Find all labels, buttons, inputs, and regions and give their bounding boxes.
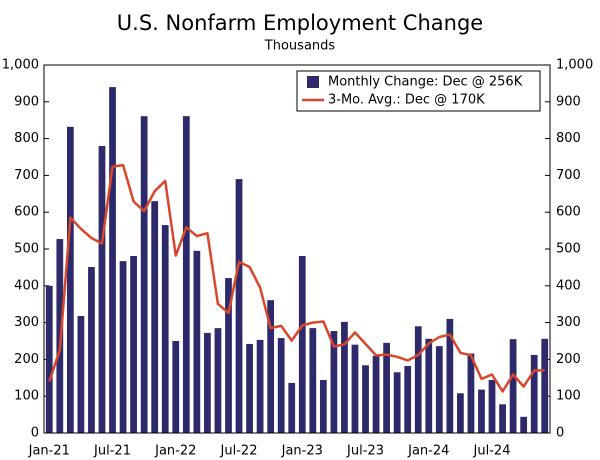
y-tick-label: 400	[14, 278, 39, 293]
bar	[383, 342, 390, 433]
x-tick-label: Jul-24	[473, 444, 511, 459]
x-tick-label: Jan-23	[281, 444, 323, 459]
bar	[298, 255, 306, 433]
y2-tick-label: 0	[556, 426, 564, 441]
bar	[457, 393, 464, 433]
y-tick-label: 200	[14, 352, 39, 367]
bar	[541, 338, 549, 433]
y-tick-label: 700	[14, 168, 39, 183]
bar	[235, 179, 243, 433]
bar	[214, 328, 222, 433]
bar	[414, 326, 422, 433]
y2-tick-label: 500	[556, 242, 581, 257]
bar	[88, 267, 95, 433]
bar	[140, 116, 148, 433]
bar	[182, 116, 190, 433]
bar	[130, 255, 137, 433]
chart-title: U.S. Nonfarm Employment Change	[117, 11, 483, 35]
y2-tick-label: 200	[556, 352, 581, 367]
y-tick-label: 900	[14, 94, 39, 109]
y-tick-label: 0	[31, 426, 39, 441]
bar	[267, 300, 275, 433]
bar	[246, 343, 253, 433]
bar	[330, 331, 338, 433]
bar	[341, 321, 348, 433]
y2-tick-label: 300	[556, 315, 581, 330]
bar	[509, 339, 517, 433]
bar	[172, 341, 180, 433]
bar	[467, 353, 475, 433]
y-tick-label: 1,000	[2, 58, 39, 73]
y-tick-label: 300	[14, 315, 39, 330]
legend-label: Monthly Change: Dec @ 256K	[328, 75, 523, 90]
y2-tick-label: 1,000	[556, 58, 593, 73]
x-tick-label: Jul-21	[93, 444, 131, 459]
y-tick-label: 100	[14, 389, 39, 404]
bar	[351, 344, 359, 433]
x-tick-label: Jan-24	[407, 444, 449, 459]
bar	[309, 328, 317, 433]
y-tick-label: 500	[14, 242, 39, 257]
bar	[193, 250, 201, 433]
bar	[151, 201, 159, 433]
bar	[161, 225, 169, 433]
bar	[288, 382, 296, 433]
bar	[530, 354, 538, 433]
y2-tick-label: 100	[556, 389, 581, 404]
bar	[225, 278, 232, 433]
y2-tick-label: 600	[556, 205, 581, 220]
bar	[520, 416, 528, 433]
y2-tick-label: 800	[556, 131, 581, 146]
y2-tick-label: 400	[556, 278, 581, 293]
bar	[109, 87, 116, 433]
bar	[435, 346, 443, 433]
bar	[256, 339, 264, 433]
bar	[478, 389, 485, 433]
bar	[362, 365, 369, 433]
bar	[204, 332, 211, 433]
bar	[488, 380, 496, 433]
y-tick-label: 800	[14, 131, 39, 146]
x-tick-label: Jul-23	[346, 444, 384, 459]
y2-tick-label: 700	[556, 168, 581, 183]
bar	[372, 355, 380, 433]
bar	[404, 366, 412, 433]
bar	[319, 380, 327, 433]
bar	[393, 372, 401, 433]
legend-box	[296, 70, 541, 112]
bar	[45, 285, 53, 433]
x-tick-label: Jan-22	[154, 444, 196, 459]
legend-swatch	[307, 76, 319, 88]
bar	[425, 338, 433, 433]
bar	[499, 404, 506, 433]
chart-subtitle: Thousands	[264, 39, 336, 54]
y2-tick-label: 900	[556, 94, 581, 109]
x-tick-label: Jan-21	[28, 444, 70, 459]
bar	[277, 338, 285, 433]
x-tick-label: Jul-22	[220, 444, 258, 459]
line	[48, 163, 545, 393]
bar	[66, 126, 74, 433]
plot-frame	[43, 64, 551, 434]
bar	[98, 145, 106, 433]
bar	[446, 318, 454, 433]
bar	[77, 315, 85, 433]
bar	[119, 261, 127, 433]
y-tick-label: 600	[14, 205, 39, 220]
legend-label: 3-Mo. Avg.: Dec @ 170K	[328, 93, 485, 108]
